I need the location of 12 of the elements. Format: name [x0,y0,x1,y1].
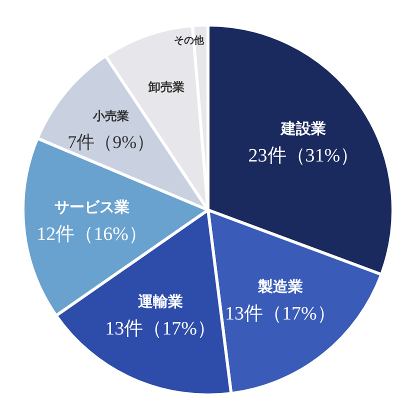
slice-label: 建設業 [280,120,326,138]
data-label: 13件（17%） [224,303,336,324]
slice-label: 運輸業 [137,293,184,310]
data-label: 12件（16%） [36,224,148,246]
data-label: 13件（17%） [105,318,216,340]
data-label: 7件（9%） [68,132,155,152]
slice-label: 卸売業 [148,80,185,94]
data-label: 23件（31%） [248,145,360,166]
slice-label: サービス業 [54,199,130,216]
slice-label: その他 [174,34,206,47]
slice-label: 製造業 [256,278,303,296]
slice-label: 小売業 [92,108,130,123]
